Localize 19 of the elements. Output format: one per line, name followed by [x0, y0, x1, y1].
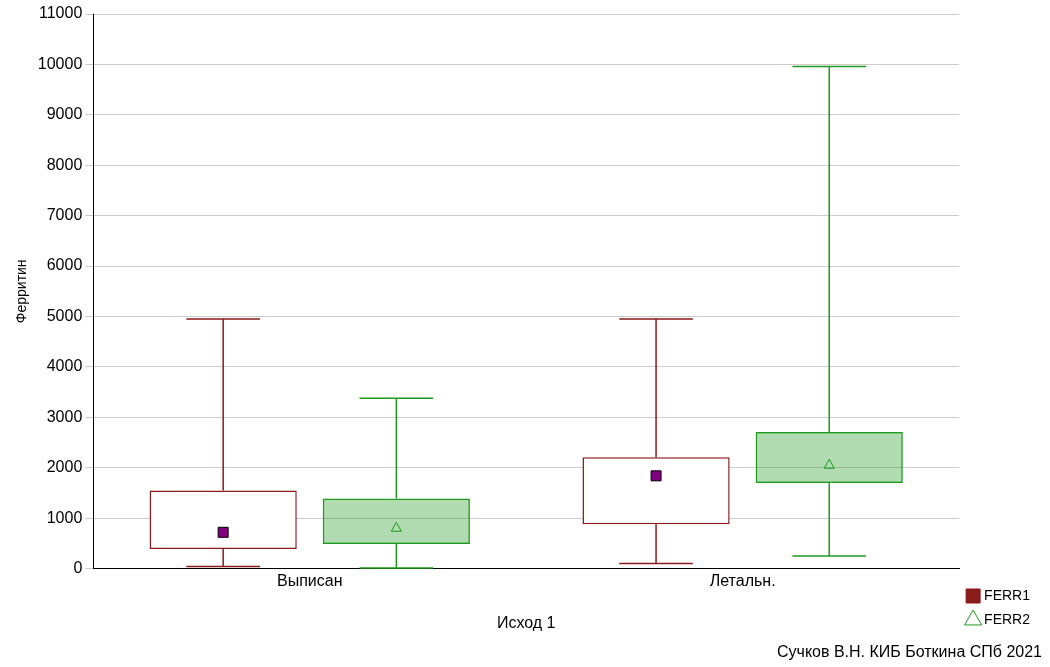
y-tick-label: 3000 — [46, 407, 83, 425]
x-tick-label: Летальн. — [709, 571, 776, 589]
text: Сучков В.Н. КИБ Боткина СПб 2021 — [777, 643, 1042, 661]
y-tick-label: 6000 — [46, 256, 83, 274]
y-axis-title: Ферритин — [13, 259, 30, 324]
y-tick-label: 11000 — [38, 4, 83, 22]
y-tick-label: 1000 — [46, 508, 83, 526]
y-tick-label: 5000 — [46, 306, 83, 324]
y-tick-label: 10000 — [37, 54, 83, 72]
y-tick-label: 0 — [73, 559, 83, 577]
y-tick-label: 4000 — [46, 357, 83, 375]
x-axis-title: Исход 1 — [496, 613, 556, 631]
y-tick-label: 7000 — [46, 206, 83, 224]
x-tick-label: Выписан — [276, 571, 343, 589]
y-tick-label: 8000 — [46, 155, 83, 173]
legend-label: FERR2 — [984, 610, 1031, 627]
legend-label: FERR1 — [984, 586, 1031, 603]
y-tick-label: 9000 — [46, 105, 83, 123]
y-tick-label: 2000 — [46, 458, 83, 476]
